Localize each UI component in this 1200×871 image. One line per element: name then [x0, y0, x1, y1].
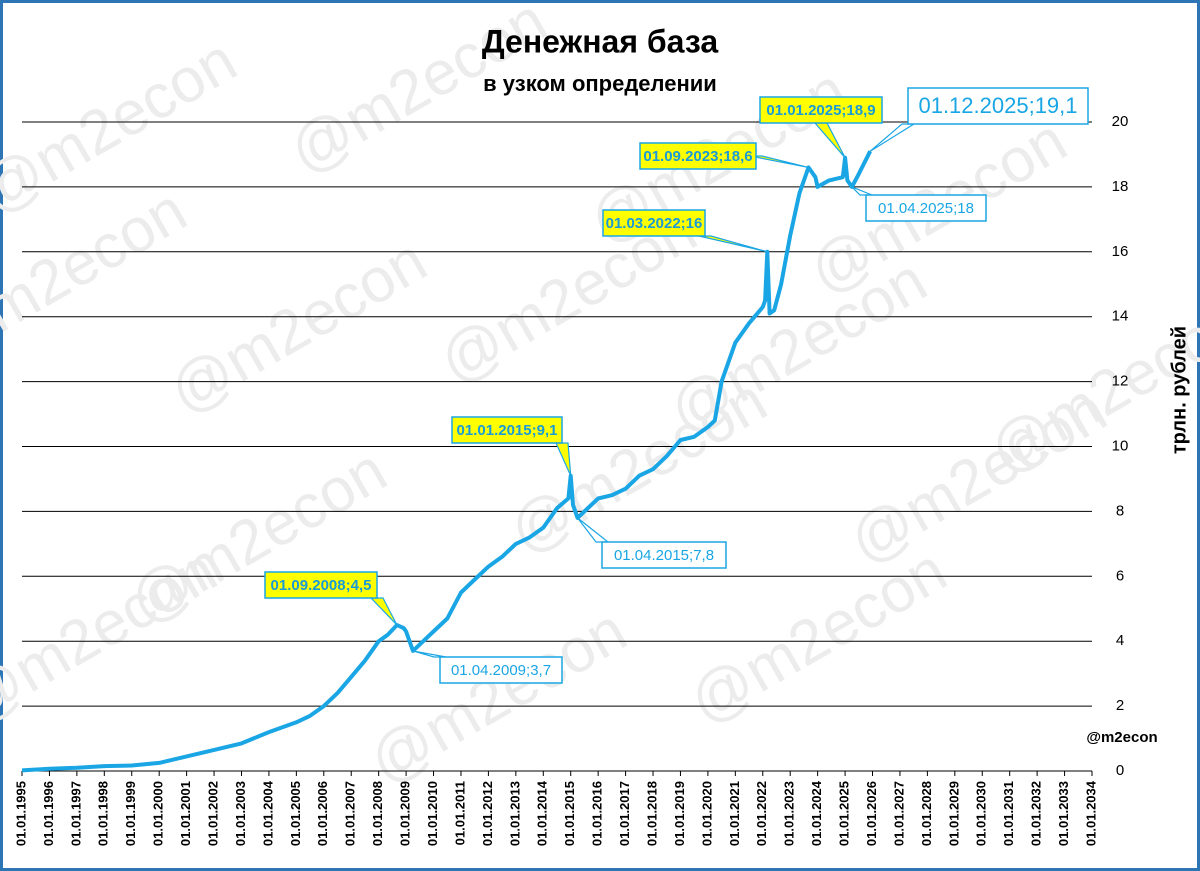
callout-box — [865, 194, 987, 222]
source-label: @m2econ — [1086, 729, 1157, 746]
x-tick-label: 01.01.2015 — [562, 781, 577, 846]
x-tick-label: 01.01.2003 — [233, 781, 248, 846]
callout-label: 01.01.2025;18,9 — [766, 102, 875, 119]
x-tick-label: 01.01.2032 — [1029, 781, 1044, 846]
x-tick-label: 01.01.2023 — [782, 781, 797, 846]
x-tick-label: 01.01.2031 — [1001, 781, 1016, 846]
x-tick-label: 01.01.2010 — [425, 781, 440, 846]
callout-label: 01.04.2025;18 — [878, 200, 974, 217]
y-axis-label: трлн. рублей — [1168, 326, 1190, 454]
x-tick-label: 01.01.2028 — [919, 781, 934, 846]
callout-box — [439, 656, 563, 684]
callout-box — [759, 96, 883, 124]
x-tick-label: 01.01.1995 — [13, 781, 28, 846]
x-tick-label: 01.01.1997 — [68, 781, 83, 846]
callout-label: 01.09.2008;4,5 — [271, 577, 372, 594]
x-tick-label: 01.01.2000 — [151, 781, 166, 846]
x-tick-label: 01.01.2012 — [480, 781, 495, 846]
chart-subtitle: в узком определении — [483, 71, 717, 96]
x-tick-label: 01.01.2001 — [178, 781, 193, 846]
y-tick-label: 14 — [1112, 308, 1129, 325]
x-tick-label: 01.01.2033 — [1056, 781, 1071, 846]
x-tick-label: 01.01.2021 — [727, 781, 742, 846]
x-tick-label: 01.01.1998 — [96, 781, 111, 846]
y-tick-label: 20 — [1112, 113, 1129, 130]
callout-box — [451, 416, 563, 444]
y-tick-label: 8 — [1116, 502, 1124, 519]
y-tick-label: 4 — [1116, 632, 1124, 649]
x-tick-label: 01.01.2022 — [754, 781, 769, 846]
x-tick-label: 01.01.2020 — [699, 781, 714, 846]
callout-box — [601, 541, 727, 569]
x-tick-label: 01.01.2006 — [315, 781, 330, 846]
callout-label: 01.09.2023;18,6 — [643, 148, 752, 165]
y-tick-label: 6 — [1116, 567, 1124, 584]
x-tick-label: 01.01.2018 — [644, 781, 659, 846]
callout-box — [264, 571, 378, 599]
x-tick-label: 01.01.2034 — [1083, 780, 1098, 846]
x-tick-label: 01.01.2014 — [535, 780, 550, 846]
x-tick-label: 01.01.2025 — [837, 781, 852, 846]
x-tick-label: 01.01.2024 — [809, 780, 824, 846]
x-tick-label: 01.01.2009 — [398, 781, 413, 846]
y-tick-label: 10 — [1112, 437, 1129, 454]
callout-box — [639, 142, 757, 170]
x-tick-label: 01.01.2019 — [672, 781, 687, 846]
x-tick-label: 01.01.2008 — [370, 781, 385, 846]
x-tick-label: 01.01.2016 — [590, 781, 605, 846]
x-tick-label: 01.01.2011 — [452, 781, 467, 845]
callout-box — [602, 209, 706, 237]
callout-label: 01.03.2022;16 — [606, 215, 703, 232]
x-tick-label: 01.01.2026 — [864, 781, 879, 846]
y-tick-label: 12 — [1112, 373, 1129, 390]
x-tick-label: 01.01.2013 — [507, 781, 522, 846]
chart-title: Денежная база — [482, 23, 719, 59]
y-tick-label: 16 — [1112, 243, 1129, 260]
callout-box — [907, 87, 1089, 125]
x-tick-label: 01.01.2027 — [891, 781, 906, 846]
callout-label: 01.12.2025;19,1 — [918, 93, 1077, 118]
y-tick-label: 0 — [1116, 762, 1124, 779]
y-tick-label: 18 — [1112, 178, 1129, 195]
x-tick-label: 01.01.1999 — [123, 781, 138, 846]
x-tick-label: 01.01.2004 — [260, 780, 275, 846]
callout-label: 01.01.2015;9,1 — [457, 422, 558, 439]
callout-label: 01.04.2015;7,8 — [614, 547, 714, 564]
callout-label: 01.04.2009;3,7 — [451, 662, 551, 679]
x-tick-label: 01.01.1996 — [41, 781, 56, 846]
x-tick-label: 01.01.2017 — [617, 781, 632, 846]
x-tick-label: 01.01.2029 — [946, 781, 961, 846]
x-tick-label: 01.01.2002 — [205, 781, 220, 846]
x-tick-label: 01.01.2005 — [288, 781, 303, 846]
y-tick-label: 2 — [1116, 697, 1124, 714]
x-tick-label: 01.01.2030 — [974, 781, 989, 846]
x-tick-label: 01.01.2007 — [343, 781, 358, 846]
